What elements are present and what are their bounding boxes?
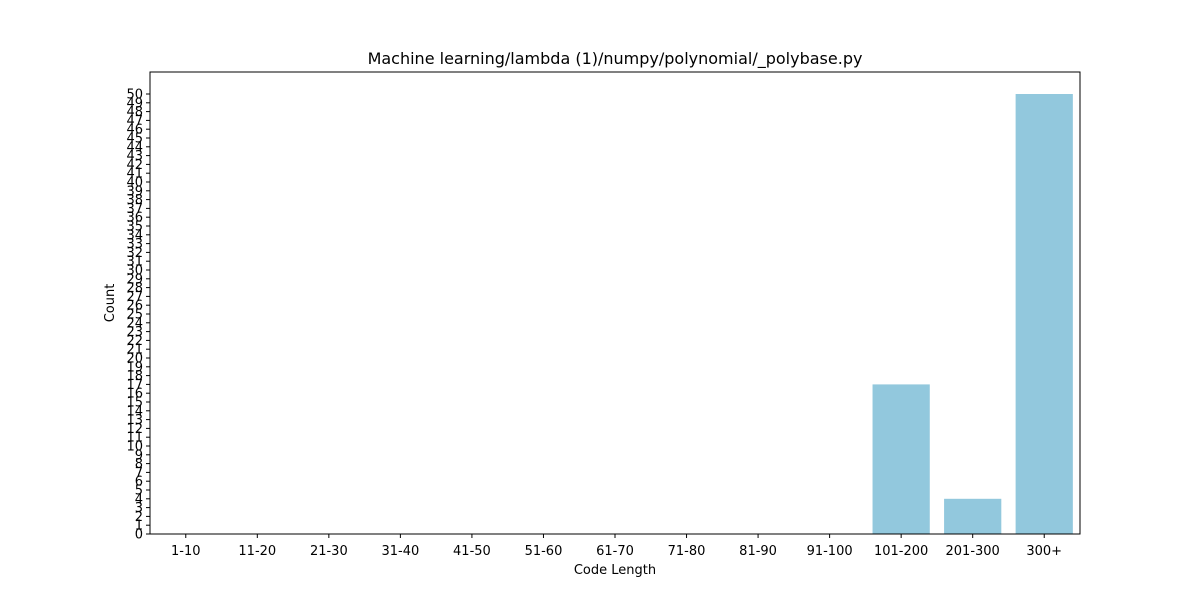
bar-201-300: [944, 499, 1001, 534]
x-tick-label: 41-50: [453, 544, 491, 559]
chart-title: Machine learning/lambda (1)/numpy/polyno…: [368, 49, 863, 69]
x-tick-label: 91-100: [807, 544, 853, 559]
x-tick-label: 201-300: [946, 544, 1000, 559]
bar-101-200: [873, 384, 930, 534]
x-tick-label: 31-40: [381, 544, 419, 559]
x-tick-label: 11-20: [238, 544, 276, 559]
x-tick-label: 101-200: [874, 544, 928, 559]
bars-layer: [873, 94, 1073, 534]
x-tick-label: 71-80: [668, 544, 706, 559]
x-tick-label: 81-90: [739, 544, 777, 559]
bar-300+: [1016, 94, 1073, 534]
x-tick-label: 51-60: [525, 544, 563, 559]
x-tick-label: 21-30: [310, 544, 348, 559]
y-axis: 0123456789101112131415161718192021222324…: [126, 88, 150, 543]
x-tick-label: 300+: [1026, 544, 1062, 559]
x-axis: 1-10 11-20 21-30 31-40 41-50 51-60 61-70 71-80 8…: [171, 534, 1062, 559]
y-axis-label: Count: [103, 284, 118, 323]
plot-frame: [150, 72, 1080, 534]
x-axis-label: Code Length: [574, 563, 656, 578]
y-tick-label: 50: [126, 88, 143, 103]
x-tick-label: 61-70: [596, 544, 634, 559]
x-tick-label: 1-10: [171, 544, 201, 559]
